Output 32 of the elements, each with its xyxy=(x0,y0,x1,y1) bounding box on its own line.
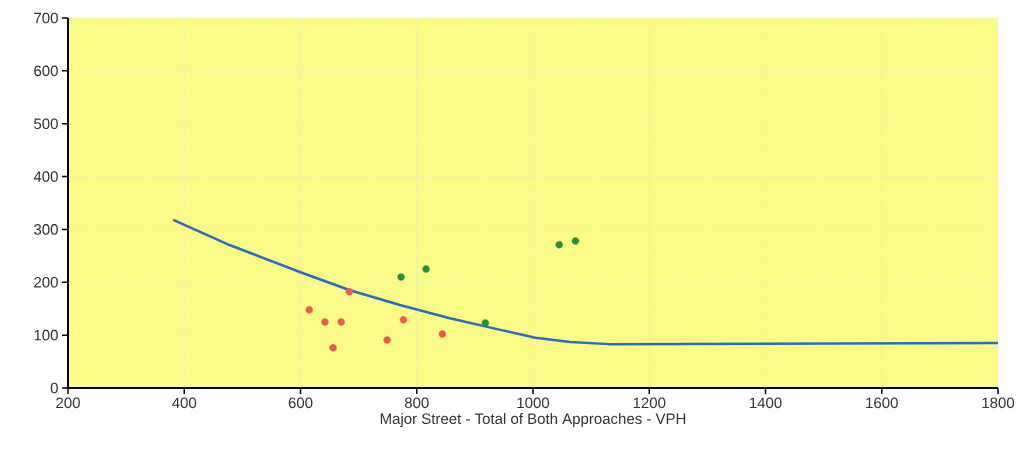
point xyxy=(481,319,490,327)
y-tick-label: 600 xyxy=(34,65,58,77)
point xyxy=(422,265,430,273)
y-tick-label: 400 xyxy=(33,171,58,182)
x-tick-label: 200 xyxy=(56,397,80,409)
x-tick-label: 400 xyxy=(172,397,197,409)
point xyxy=(555,241,563,249)
x-axis-title: Major Street - Total of Both Approaches - VPH xyxy=(380,413,686,427)
x-tick-label: 1000 xyxy=(517,397,550,409)
x-tick-label: 1200 xyxy=(633,397,666,409)
x-tick-label: 1400 xyxy=(749,397,782,409)
point xyxy=(383,336,391,344)
x-tick-label: 600 xyxy=(288,397,313,409)
point xyxy=(399,316,408,324)
x-tick-label: 800 xyxy=(404,397,429,409)
y-tick-label: 0 xyxy=(50,382,58,394)
point xyxy=(571,237,580,245)
point xyxy=(305,306,313,314)
y-tick-label: 700 xyxy=(34,12,58,24)
point xyxy=(438,330,447,338)
y-tick-label: 500 xyxy=(34,118,58,130)
x-tick-label: 1600 xyxy=(866,397,898,409)
y-tick-label: 100 xyxy=(34,329,58,341)
x-tick-label: 1800 xyxy=(982,397,1015,409)
line-series xyxy=(171,218,1000,346)
point xyxy=(321,318,329,326)
point xyxy=(397,273,405,281)
y-tick-label: 300 xyxy=(34,224,58,235)
y-tick-label: 200 xyxy=(34,276,58,288)
point xyxy=(337,318,345,326)
point xyxy=(345,288,354,296)
point xyxy=(329,344,337,352)
